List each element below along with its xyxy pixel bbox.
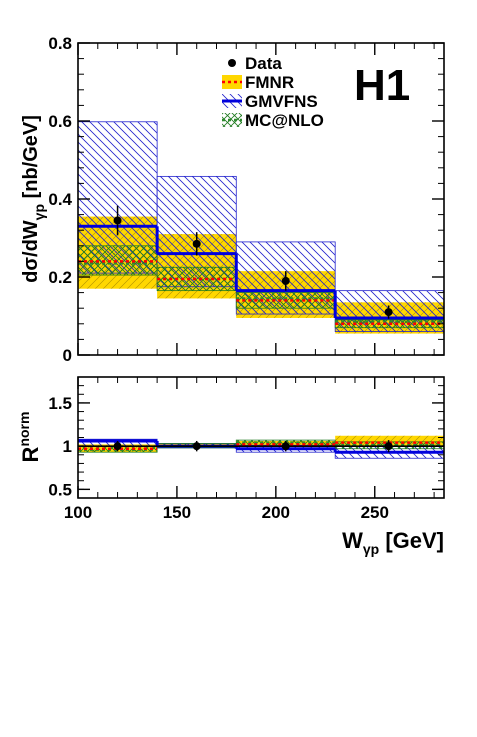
y-axis-title-ratio: Rnorm <box>16 412 43 463</box>
ratio-data-point-1 <box>192 442 201 451</box>
y-axis-title-top: dσ/dWγp [nb/GeV] <box>20 115 47 283</box>
legend-label-3: MC@NLO <box>245 111 324 130</box>
top-ytick-label-2: 0.4 <box>48 190 72 209</box>
svg-text:Rnorm: Rnorm <box>16 412 43 463</box>
top-data-point-1 <box>192 239 201 248</box>
top-mcnlo-band-0 <box>78 245 158 276</box>
legend-marker-fmnr <box>222 75 242 89</box>
legend-marker-mcnlo <box>222 113 242 127</box>
ratio-xtick-label-3: 250 <box>361 503 389 522</box>
top-data-point-3 <box>384 308 393 317</box>
ratio-panel: 0.5 1 1.5 100 150 200 250 Rnorm Wγp [GeV] <box>16 376 445 557</box>
legend-marker-data <box>228 59 236 67</box>
ratio-ytick-label-0: 0.5 <box>48 480 72 499</box>
top-ytick-label-3: 0.6 <box>48 112 72 131</box>
x-axis-title: Wγp [GeV] <box>342 528 444 557</box>
ratio-xtick-label-0: 100 <box>64 503 92 522</box>
ratio-data-point-2 <box>281 442 290 451</box>
svg-text:Wγp [GeV]: Wγp [GeV] <box>342 528 444 557</box>
legend-label-1: FMNR <box>245 73 294 92</box>
experiment-label: H1 <box>354 61 410 110</box>
ratio-ytick-label-1: 1 <box>63 437 72 456</box>
top-data-point-2 <box>281 276 290 285</box>
top-ytick-label-4: 0.8 <box>48 34 72 53</box>
top-ytick-label-0: 0 <box>63 346 72 365</box>
ratio-data-point-3 <box>384 442 393 451</box>
ratio-ytick-label-2: 1.5 <box>48 394 72 413</box>
legend-label-0: Data <box>245 54 282 73</box>
svg-text:dσ/dWγp [nb/GeV]: dσ/dWγp [nb/GeV] <box>20 115 47 283</box>
ratio-fmnr-band-hatch-3 <box>335 435 444 447</box>
ratio-xtick-label-1: 150 <box>163 503 191 522</box>
top-ytick-label-1: 0.2 <box>48 268 72 287</box>
ratio-data-point-0 <box>113 442 122 451</box>
main-cross-section-panel: 0 0.2 0.4 0.6 0.8 dσ/dWγp [nb/GeV] H1 DataFM… <box>20 34 445 365</box>
legend-label-2: GMVFNS <box>245 92 318 111</box>
top-data-point-0 <box>113 216 122 225</box>
ratio-xtick-label-2: 200 <box>262 503 290 522</box>
